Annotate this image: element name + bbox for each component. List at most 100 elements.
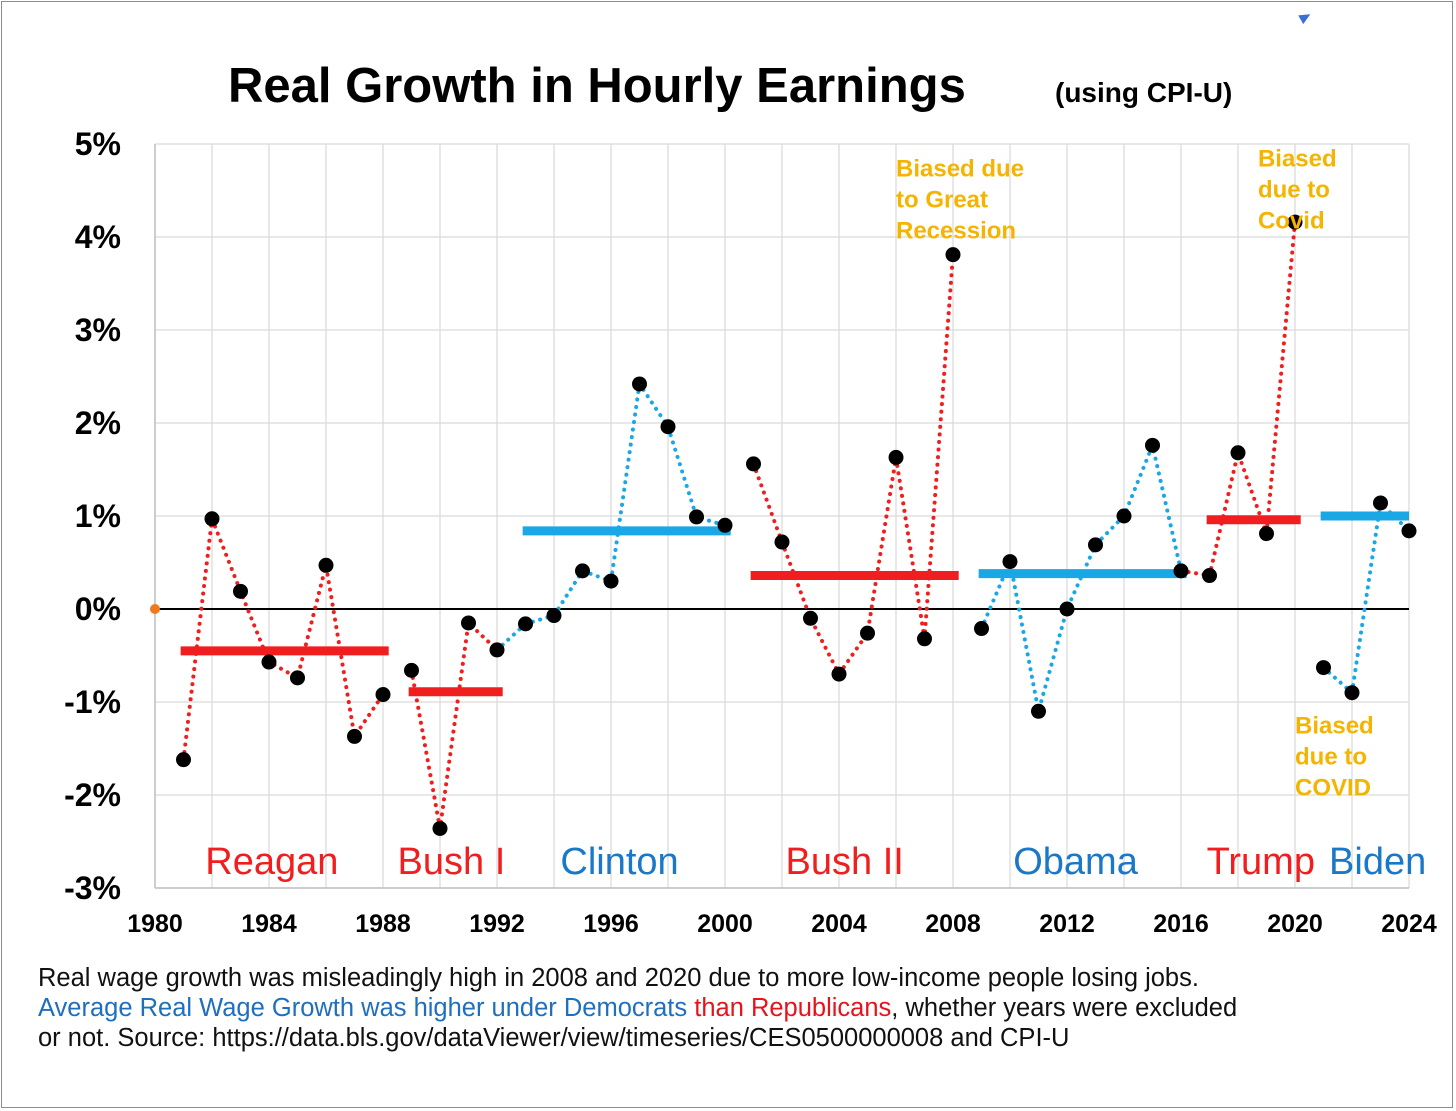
annotation: Biased due to COVID (1295, 713, 1374, 802)
x-tick-label: 2012 (1039, 910, 1095, 938)
chart-title: Real Growth in Hourly Earnings (228, 59, 966, 113)
era-label: Clinton (560, 841, 678, 883)
x-tick-label: 1996 (583, 910, 639, 938)
footnote-rest-text: , whether years were excluded (891, 994, 1238, 1022)
series-line (751, 252, 955, 678)
x-tick-label: 2024 (1381, 910, 1437, 938)
y-tick-label: 5% (75, 126, 121, 162)
data-point (1316, 660, 1331, 676)
annotation-line: Covid (1258, 207, 1325, 234)
era-label: Bush I (398, 841, 506, 883)
y-tick-label: 0% (75, 591, 121, 627)
chart-canvas: Real Growth in Hourly Earnings (using CP… (64, 59, 1437, 938)
data-point (518, 616, 533, 632)
footnote: Real wage growth was misleadingly high i… (38, 963, 1398, 1053)
data-point (860, 625, 875, 641)
annotation-line: Recession (896, 218, 1016, 245)
data-point (461, 615, 476, 631)
annotation: Biased due to Great Recession (896, 156, 1024, 245)
data-point (689, 509, 704, 525)
series-line (409, 618, 499, 829)
data-point (432, 820, 448, 836)
data-point (1088, 537, 1103, 553)
era-label: Obama (1013, 841, 1138, 883)
data-point (945, 247, 961, 263)
data-point (233, 583, 248, 599)
data-point (1031, 703, 1046, 719)
annotation-line: Biased due (896, 156, 1024, 183)
presidency-labels: Reagan Bush I Clinton Bush II Obama Trump Bide… (205, 841, 1426, 883)
data-point (831, 666, 847, 682)
footnote-line-2: Average Real Wage Growth was higher unde… (38, 993, 1398, 1023)
y-tick-label: 3% (75, 312, 121, 348)
series-lines (181, 220, 1411, 829)
data-point (176, 752, 191, 768)
data-point (1202, 568, 1217, 584)
data-point (660, 419, 676, 435)
footnote-republicans-text: than Republicans (687, 994, 892, 1022)
footnote-democrats-text: Average Real Wage Growth was higher unde… (38, 994, 688, 1022)
chart-subtitle: (using CPI-U) (1055, 77, 1232, 108)
data-point (746, 456, 761, 472)
annotation-line: due to (1295, 744, 1367, 771)
data-point (888, 449, 904, 465)
x-tick-label: 2016 (1153, 910, 1209, 938)
origin-marker (150, 604, 160, 614)
data-point (1116, 508, 1132, 524)
x-tick-label: 2000 (697, 910, 753, 938)
series-line (181, 518, 385, 762)
data-point (774, 534, 790, 550)
x-tick-label: 1992 (469, 910, 525, 938)
y-tick-label: -2% (64, 777, 121, 813)
x-tick-label: 2020 (1267, 910, 1323, 938)
series-line (979, 438, 1183, 712)
x-tick-label: 1988 (355, 910, 411, 938)
data-point (261, 654, 277, 670)
data-point (1344, 685, 1360, 701)
data-point (1002, 554, 1018, 570)
footnote-line-1: Real wage growth was misleadingly high i… (38, 964, 1199, 992)
y-tick-label: -3% (64, 870, 121, 906)
y-tick-label: 2% (75, 405, 121, 441)
data-point (1373, 495, 1388, 511)
era-label: Bush II (786, 841, 904, 883)
data-point (917, 631, 932, 647)
annotation-line: due to (1258, 176, 1330, 203)
data-point (603, 573, 619, 589)
data-point (632, 376, 647, 392)
average-bars (180, 511, 1409, 697)
data-point (1230, 445, 1246, 461)
x-axis-ticks: 1980 1984 1988 1992 1996 2000 2004 2008 2012 2016… (127, 910, 1437, 938)
data-point (717, 517, 733, 533)
data-point (375, 687, 391, 703)
data-point (1145, 437, 1160, 453)
era-label: Trump (1207, 841, 1315, 883)
series-line (1207, 220, 1297, 578)
data-point (974, 621, 989, 637)
data-point (290, 670, 305, 686)
x-tick-label: 2004 (811, 910, 867, 938)
data-point (1287, 214, 1303, 230)
data-point (1173, 563, 1189, 579)
data-point (347, 728, 362, 744)
era-label: Reagan (205, 841, 338, 883)
annotation-line: Biased (1258, 145, 1337, 172)
data-points (150, 214, 1417, 836)
x-tick-label: 2008 (925, 910, 981, 938)
x-tick-label: 1984 (241, 910, 297, 938)
y-tick-label: 4% (75, 219, 121, 255)
data-point (575, 563, 590, 579)
data-point (546, 608, 562, 624)
annotation-line: Biased (1295, 713, 1374, 740)
data-point (1401, 523, 1417, 539)
data-point (318, 557, 334, 573)
y-tick-label: 1% (75, 498, 121, 534)
era-label: Biden (1329, 841, 1426, 883)
data-point (1059, 601, 1075, 617)
axes (154, 144, 1409, 889)
data-point (489, 642, 505, 658)
data-point (1259, 526, 1274, 542)
annotation: Biased due to Covid (1258, 145, 1337, 234)
footnote-line-3: or not. Source: https://data.bls.gov/dat… (38, 1024, 1070, 1052)
